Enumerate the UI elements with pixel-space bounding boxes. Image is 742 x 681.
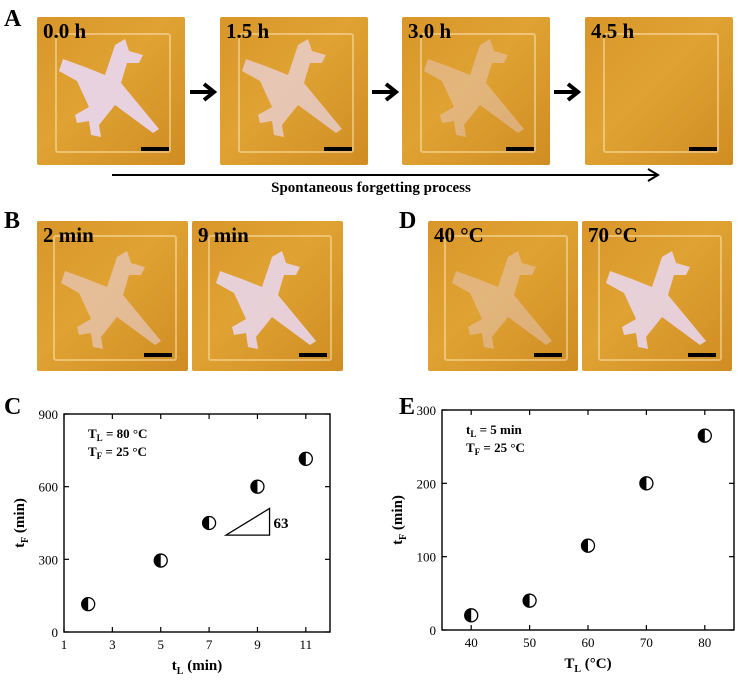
x-axis-label: TL (°C) (564, 656, 611, 675)
y-tick-label: 600 (39, 480, 59, 495)
y-tick-label: 900 (39, 407, 59, 422)
photo-a-1: 1.5 h (220, 17, 368, 165)
photo-d-0: 40 °C (428, 221, 578, 371)
y-tick-label: 300 (417, 403, 437, 418)
time-label: 3.0 h (408, 19, 452, 43)
x-axis-label: tL (min) (172, 658, 222, 677)
y-tick-label: 100 (417, 550, 437, 565)
slope-triangle (223, 507, 271, 536)
annotation-line-2: TF = 25 °C (88, 444, 147, 461)
airplane-shape (606, 251, 706, 349)
photo-b-1: 9 min (192, 221, 343, 371)
panel-letter-c: C (4, 394, 22, 420)
time-label: 2 min (43, 223, 94, 247)
x-tick-label: 1 (61, 637, 68, 652)
annotation-line-2: TF = 25 °C (466, 440, 525, 457)
plot-frame (63, 413, 331, 633)
scale-bar (534, 353, 562, 357)
x-tick-label: 11 (300, 637, 313, 652)
x-tick-label: 9 (254, 637, 261, 652)
data-point (580, 538, 596, 553)
x-tick-label: 40 (465, 635, 478, 650)
airplane-shape (216, 251, 316, 349)
scale-bar (324, 147, 352, 151)
photo-a-2: 3.0 h (402, 17, 550, 165)
data-point (201, 515, 217, 531)
data-point (298, 451, 313, 466)
data-point (153, 553, 168, 568)
process-caption: Spontaneous forgetting process (271, 180, 471, 196)
airplane-shape (61, 251, 161, 349)
scale-bar (299, 353, 327, 357)
scale-bar (144, 353, 172, 357)
time-label: 9 min (198, 223, 249, 247)
y-axis-label: tF (min) (390, 495, 409, 545)
y-tick-label: 0 (52, 625, 59, 640)
airplane-shape (59, 39, 159, 137)
x-tick-label: 50 (523, 635, 536, 650)
scale-bar (689, 147, 717, 151)
photo-d-1: 70 °C (582, 221, 732, 371)
panel-letter-b: B (4, 208, 21, 234)
x-tick-label: 80 (698, 635, 711, 650)
airplane-shape (603, 37, 718, 147)
arrow-right-icon (190, 82, 218, 102)
scale-bar (141, 147, 169, 151)
data-point (522, 593, 537, 608)
x-tick-label: 70 (640, 635, 653, 650)
time-label: 40 °C (434, 223, 484, 247)
x-tick-label: 5 (157, 637, 164, 652)
panel-letter-e: E (399, 394, 416, 420)
x-tick-label: 60 (582, 635, 595, 650)
y-tick-label: 300 (39, 552, 59, 567)
scale-bar (688, 353, 716, 357)
annotation-line-1: TL = 80 °C (88, 426, 147, 443)
chart-c: 1 3 5 7 9 11 0 300 600 900 tL (min) tF (min) TL = 80… (12, 407, 331, 677)
scale-bar (506, 147, 534, 151)
time-label: 0.0 h (43, 19, 87, 43)
y-tick-label: 0 (430, 623, 437, 638)
time-label: 1.5 h (226, 19, 270, 43)
y-axis-label: tF (min) (12, 498, 31, 548)
airplane-shape (452, 251, 552, 349)
data-point (639, 476, 654, 491)
x-tick-label: 3 (109, 637, 116, 652)
data-point (464, 608, 479, 623)
time-label: 70 °C (588, 223, 638, 247)
arrow-right-icon (372, 82, 400, 102)
arrow-right-icon (554, 82, 582, 102)
panel-letter-a: A (4, 6, 22, 32)
process-arrow-icon (112, 168, 660, 182)
annotation-line-1: tL = 5 min (466, 422, 522, 439)
photo-b-0: 2 min (37, 221, 188, 371)
panel-letter-d: D (399, 208, 417, 234)
airplane-shape (424, 39, 524, 137)
airplane-shape (242, 39, 342, 137)
data-point (81, 596, 96, 612)
photo-a-0: 0.0 h (37, 17, 185, 165)
chart-e: 40 50 60 70 80 0 100 200 300 TL (°C) tF (min) tL = … (390, 403, 735, 675)
slope-label: 63 (274, 516, 289, 532)
data-point (697, 428, 712, 443)
data-point (250, 479, 265, 494)
photo-a-3: 4.5 h (585, 17, 733, 165)
y-tick-label: 200 (417, 476, 437, 491)
time-label: 4.5 h (591, 19, 635, 43)
x-tick-label: 7 (206, 637, 213, 652)
